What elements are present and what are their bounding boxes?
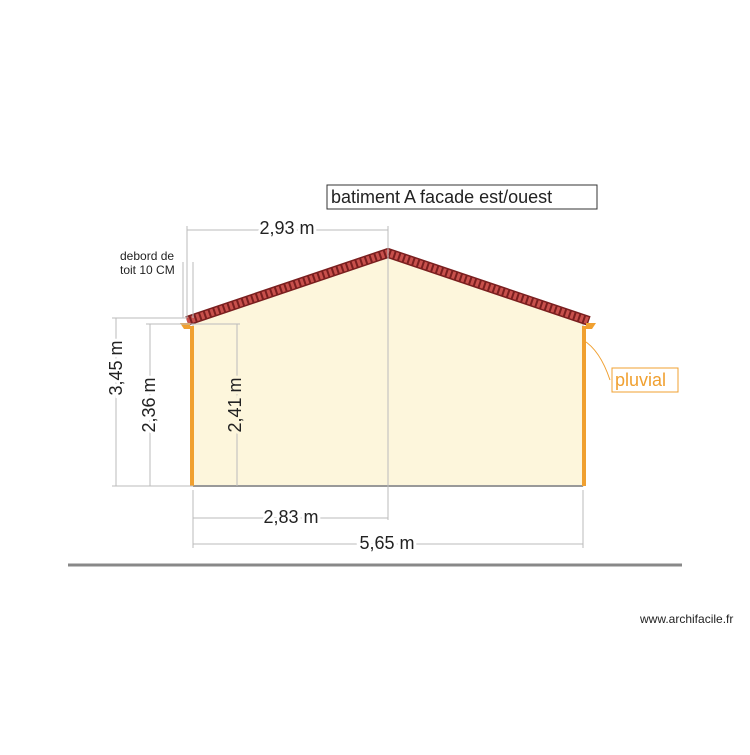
pluvial-box	[611, 367, 679, 393]
dimension-label: 5,65 m	[359, 533, 414, 553]
annotation: debord de	[120, 249, 174, 263]
dimension-lines	[112, 226, 611, 548]
title-box	[326, 184, 598, 210]
title: batiment A facade est/ouest	[331, 187, 552, 207]
annotation: toit 10 CM	[120, 263, 175, 277]
dimension-label: 2,93 m	[259, 218, 314, 238]
annotation: pluvial	[615, 370, 666, 390]
gutter-right	[586, 323, 596, 329]
dimension-label: 3,45 m	[106, 340, 126, 395]
dimension-label: 2,36 m	[139, 377, 159, 432]
dimension-label: 2,41 m	[225, 377, 245, 432]
dimension-label: 2,83 m	[263, 507, 318, 527]
footer: www.archifacile.fr	[639, 612, 733, 626]
